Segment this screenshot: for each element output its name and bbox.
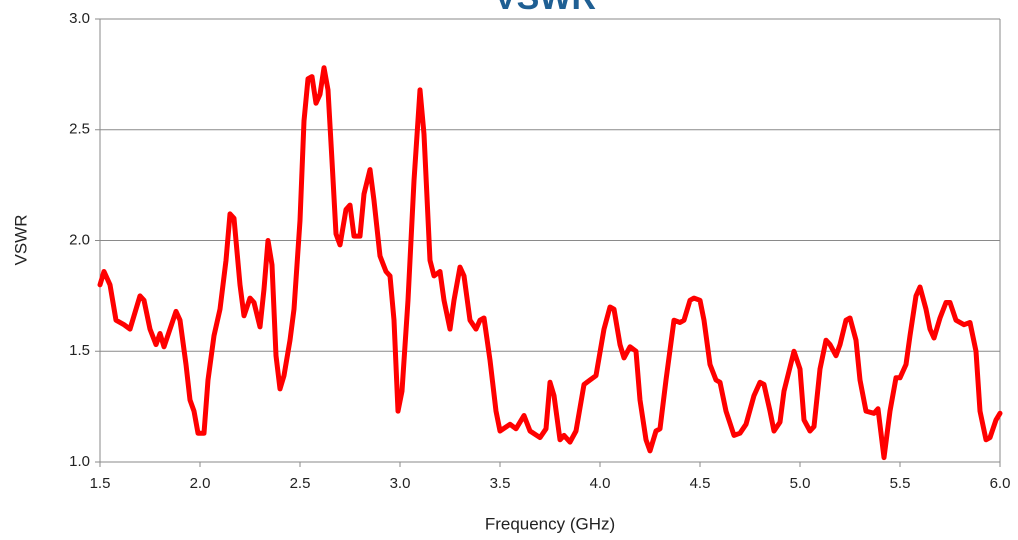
x-tick-label: 5.0	[790, 475, 811, 492]
chart-title: VSWR	[494, 0, 596, 17]
x-tick-label: 3.5	[490, 475, 511, 492]
y-tick-label: 2.0	[69, 231, 90, 248]
x-tick-label: 6.0	[990, 475, 1011, 492]
x-tick-label: 2.0	[190, 475, 211, 492]
x-tick-label: 4.0	[590, 475, 611, 492]
x-tick-label: 2.5	[290, 475, 311, 492]
x-tick-label: 4.5	[690, 475, 711, 492]
x-tick-label: 3.0	[390, 475, 411, 492]
y-tick-label: 1.0	[69, 453, 90, 470]
y-tick-label: 3.0	[69, 10, 90, 27]
y-axis-title: VSWR	[11, 215, 30, 266]
data-line	[97, 65, 1003, 461]
x-tick-label: 5.5	[890, 475, 911, 492]
y-tick-label: 2.5	[69, 121, 90, 138]
y-tick-label: 1.5	[69, 342, 90, 359]
x-tick-label: 1.5	[90, 475, 111, 492]
x-axis-title: Frequency (GHz)	[485, 514, 615, 533]
